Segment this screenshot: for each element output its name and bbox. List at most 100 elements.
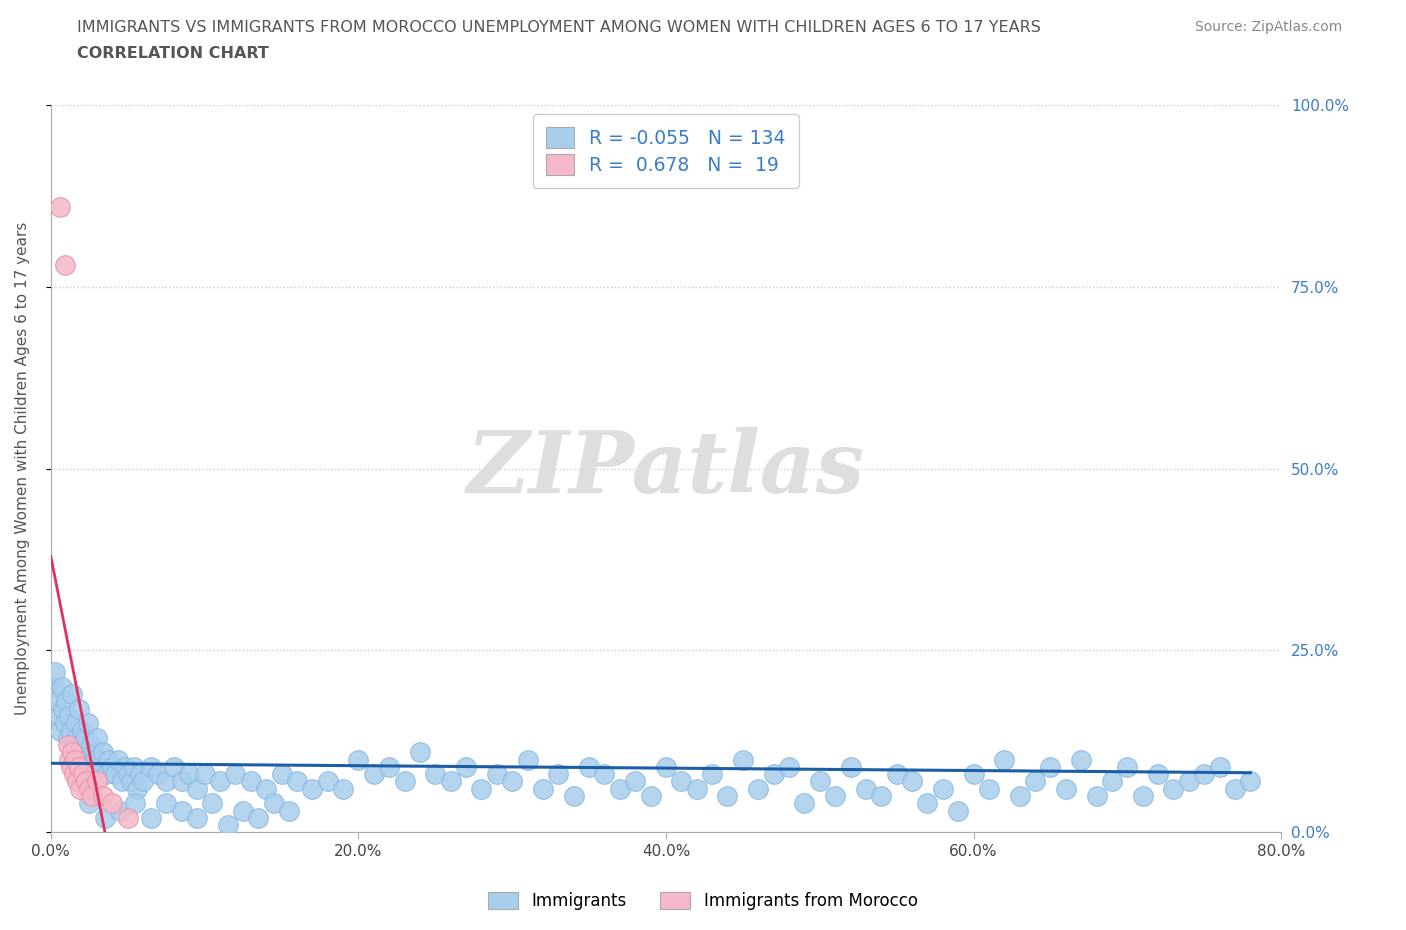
Y-axis label: Unemployment Among Women with Children Ages 6 to 17 years: Unemployment Among Women with Children A… [15,222,30,715]
Point [263,796,285,811]
Point [86,730,108,745]
Point [731,752,754,767]
Point [501,774,523,789]
Text: CORRELATION CHART: CORRELATION CHART [77,46,269,61]
Point [58,752,80,767]
Point [347,752,370,767]
Legend: Immigrants, Immigrants from Morocco: Immigrants, Immigrants from Morocco [482,885,924,917]
Point [163,760,186,775]
Point [55,694,77,709]
Point [316,774,339,789]
Point [977,781,1000,796]
Point [46,694,69,709]
Point [49,724,72,738]
Point [1178,774,1201,789]
Point [77,760,100,775]
Point [70,724,93,738]
Point [91,745,114,760]
Point [700,766,723,781]
Point [67,760,90,775]
Point [1008,789,1031,804]
Point [59,760,82,775]
Point [48,709,70,724]
Text: Source: ZipAtlas.com: Source: ZipAtlas.com [1195,20,1343,34]
Point [101,796,124,811]
Point [624,774,647,789]
Point [655,760,678,775]
Point [75,752,97,767]
Point [901,774,924,789]
Point [716,789,738,804]
Point [82,789,104,804]
Point [232,804,254,818]
Point [247,810,270,825]
Point [63,737,86,752]
Point [148,766,170,781]
Point [1147,766,1170,781]
Point [125,781,148,796]
Point [63,766,86,781]
Legend: R = -0.055   N = 134, R =  0.678   N =  19: R = -0.055 N = 134, R = 0.678 N = 19 [533,114,799,188]
Point [96,766,118,781]
Point [82,766,104,781]
Point [91,789,114,804]
Point [132,774,155,789]
Point [104,766,127,781]
Point [917,796,939,811]
Point [485,766,508,781]
Point [531,781,554,796]
Point [946,804,969,818]
Point [932,781,955,796]
Point [1116,760,1139,775]
Point [470,781,492,796]
Point [301,781,323,796]
Point [101,760,124,775]
Point [179,766,201,781]
Point [208,774,231,789]
Point [409,745,432,760]
Point [962,766,984,781]
Point [285,774,308,789]
Point [671,774,693,789]
Point [578,760,600,775]
Point [129,766,152,781]
Point [60,745,83,760]
Point [1132,789,1154,804]
Point [1163,781,1185,796]
Point [762,766,785,781]
Point [117,766,139,781]
Point [993,752,1015,767]
Point [593,766,616,781]
Point [69,781,91,796]
Point [66,730,89,745]
Point [44,665,66,680]
Point [547,766,569,781]
Point [254,781,277,796]
Point [1101,774,1123,789]
Point [454,760,477,775]
Point [1085,789,1108,804]
Point [425,766,447,781]
Point [1024,774,1046,789]
Point [110,774,132,789]
Point [778,760,800,775]
Point [72,737,94,752]
Point [53,716,76,731]
Point [378,760,401,775]
Point [53,258,76,272]
Point [217,817,239,832]
Point [75,774,97,789]
Point [72,766,94,781]
Point [1208,760,1230,775]
Point [65,752,87,767]
Point [67,701,90,716]
Point [1039,760,1062,775]
Point [224,766,246,781]
Point [89,760,111,775]
Point [73,730,96,745]
Point [332,781,354,796]
Point [855,781,877,796]
Point [59,724,82,738]
Point [49,199,72,214]
Point [170,774,193,789]
